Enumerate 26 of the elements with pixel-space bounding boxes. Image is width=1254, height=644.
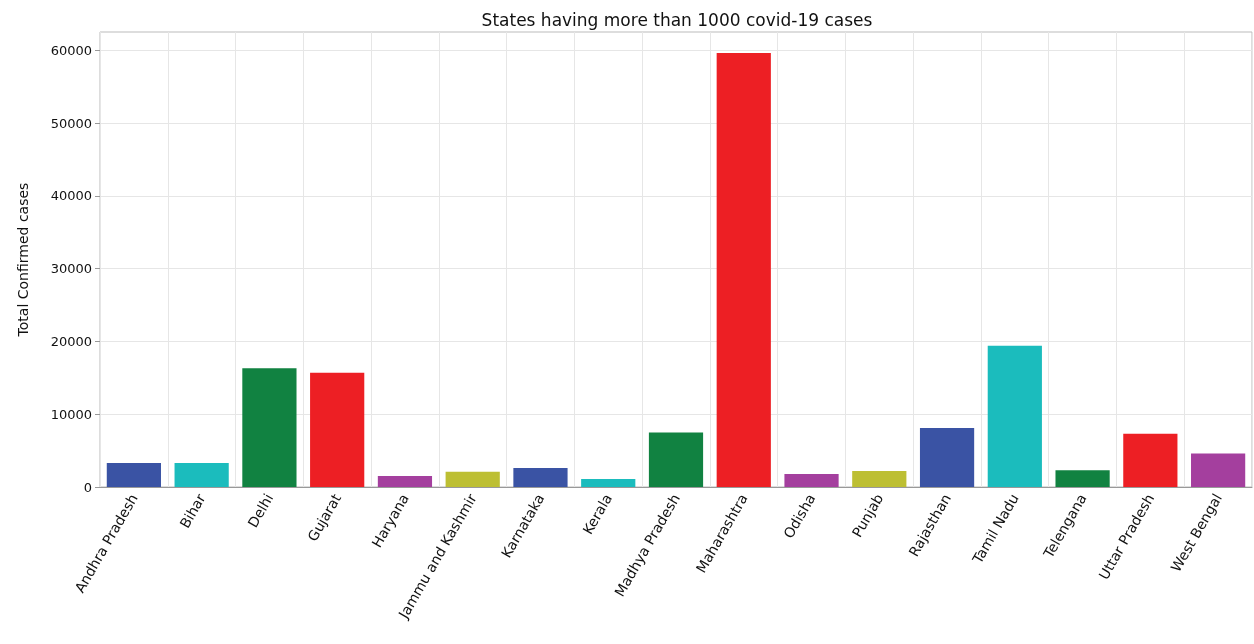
bar: [716, 53, 771, 487]
bar: [513, 468, 568, 487]
chart-title: States having more than 1000 covid-19 cases: [481, 9, 873, 30]
bar: [242, 368, 297, 487]
y-axis-title: Total Confirmed cases: [15, 182, 31, 338]
bar: [581, 478, 636, 487]
y-tick-label: 0: [83, 479, 92, 495]
bar: [852, 470, 907, 487]
bar: [310, 372, 365, 487]
y-tick-label: 50000: [50, 115, 92, 131]
bar: [919, 428, 975, 487]
y-tick-label: 20000: [50, 333, 92, 349]
y-tick-label: 30000: [50, 261, 92, 277]
y-tick-label: 40000: [50, 188, 92, 204]
bar: [1123, 433, 1178, 487]
bar: [1055, 470, 1110, 487]
bar: [784, 473, 839, 487]
bar: [648, 432, 704, 487]
bar: [106, 462, 161, 487]
y-tick-label: 10000: [50, 406, 92, 422]
bar: [445, 471, 500, 487]
bar: [1191, 453, 1246, 487]
bar: [377, 476, 433, 487]
bar: [174, 462, 229, 487]
bar: [987, 345, 1042, 487]
y-tick-label: 60000: [50, 42, 92, 58]
